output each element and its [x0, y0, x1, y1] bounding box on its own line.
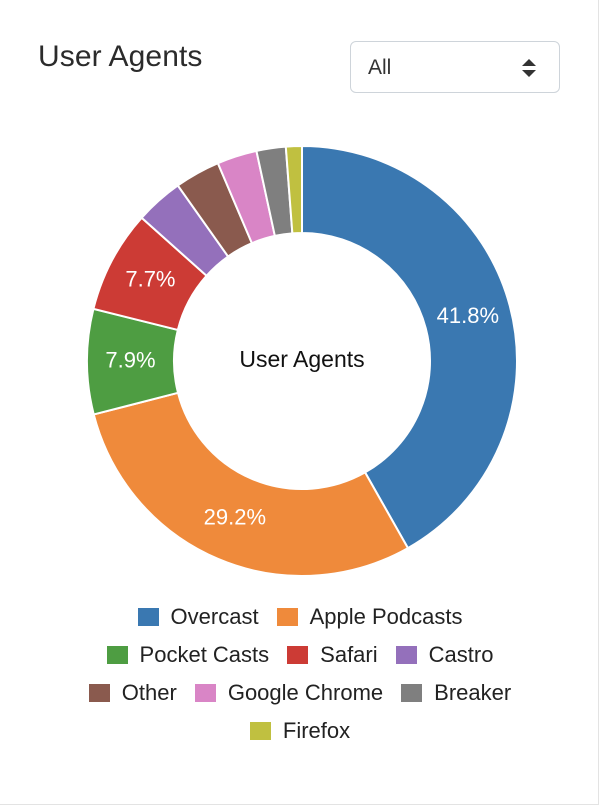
legend-swatch: [395, 646, 417, 664]
legend-item-safari[interactable]: Safari: [287, 642, 378, 668]
legend-item-firefox[interactable]: Firefox: [249, 718, 351, 744]
filter-select[interactable]: All: [350, 41, 560, 93]
legend-swatch: [401, 684, 423, 702]
slice-overcast[interactable]: [301, 144, 518, 550]
legend-swatch: [249, 722, 271, 740]
slice-label-safari: 7.7%: [125, 267, 175, 292]
legend-label: Overcast: [170, 604, 259, 629]
donut-center-label: User Agents: [239, 346, 364, 372]
legend-label: Breaker: [434, 680, 512, 705]
legend-item-pocket-casts[interactable]: Pocket Casts: [106, 642, 270, 668]
legend-item-castro[interactable]: Castro: [395, 642, 494, 668]
legend-item-other[interactable]: Other: [88, 680, 177, 706]
card-title: User Agents: [38, 40, 203, 73]
select-updown-icon: [522, 59, 536, 77]
user-agents-donut-chart: 41.8% 29.2% 7.9% 7.7% User Agents: [0, 130, 600, 590]
legend-row: Firefox: [0, 712, 600, 750]
chart-legend: Overcast Apple Podcasts Pocket Casts Safari…: [0, 598, 600, 750]
filter-selected-value: All: [368, 56, 392, 79]
legend-label: Pocket Casts: [139, 642, 270, 667]
slice-label-overcast: 41.8%: [437, 303, 499, 328]
legend-label: Other: [121, 680, 177, 705]
legend-item-overcast[interactable]: Overcast: [137, 604, 259, 630]
donut-svg: 41.8% 29.2% 7.9% 7.7% User Agents: [86, 144, 518, 577]
legend-swatch: [276, 608, 298, 626]
legend-swatch: [106, 646, 128, 664]
legend-label: Apple Podcasts: [309, 604, 463, 629]
legend-swatch: [88, 684, 110, 702]
legend-row: Overcast Apple Podcasts: [0, 598, 600, 636]
legend-item-google-chrome[interactable]: Google Chrome: [194, 680, 384, 706]
legend-label: Google Chrome: [227, 680, 384, 705]
slice-label-apple-podcasts: 29.2%: [204, 505, 266, 530]
legend-swatch: [287, 646, 309, 664]
legend-item-apple-podcasts[interactable]: Apple Podcasts: [276, 604, 463, 630]
slice-firefox[interactable]: [284, 144, 303, 235]
legend-label: Safari: [320, 642, 378, 667]
legend-label: Firefox: [282, 718, 351, 743]
slice-apple-podcasts[interactable]: [92, 391, 410, 577]
legend-row: Pocket Casts Safari Castro: [0, 636, 600, 674]
legend-item-breaker[interactable]: Breaker: [401, 680, 511, 706]
legend-swatch: [137, 608, 159, 626]
legend-label: Castro: [428, 642, 494, 667]
legend-swatch: [194, 684, 216, 702]
legend-row: Other Google Chrome Breaker: [0, 674, 600, 712]
slice-label-pocket-casts: 7.9%: [105, 347, 155, 372]
